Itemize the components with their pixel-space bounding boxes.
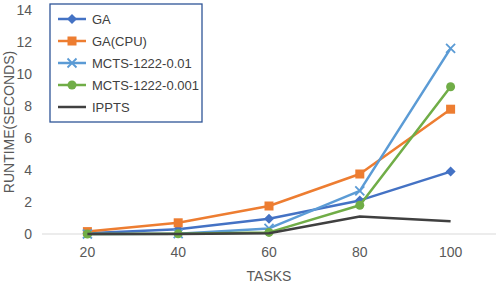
point-marker — [355, 170, 364, 179]
legend-label: MCTS-1222-0.01 — [92, 56, 192, 71]
legend: GA GA(CPU) MCTS-1222-0.01 MCTS-1222-0.001 IP… — [50, 4, 202, 122]
x-axis-title: TASKS — [247, 268, 292, 284]
series-line — [87, 109, 450, 231]
y-tick-label: 10 — [16, 66, 32, 82]
y-tick-label: 12 — [16, 34, 32, 50]
point-marker — [265, 202, 274, 211]
y-tick-label: 14 — [16, 2, 32, 18]
legend-label: MCTS-1222-0.001 — [92, 78, 199, 93]
x-tick-label: 100 — [439, 244, 463, 260]
point-marker — [446, 167, 456, 177]
legend-box — [50, 4, 202, 122]
x-tick-label: 20 — [80, 244, 96, 260]
series-line — [87, 216, 450, 234]
legend-label: GA(CPU) — [92, 34, 147, 49]
y-tick-label: 2 — [24, 194, 32, 210]
x-tick-label: 80 — [352, 244, 368, 260]
y-tick-label: 4 — [24, 162, 32, 178]
chart-svg: 0 2 4 6 8 10 12 14 20 40 60 80 100 TASKS RUNTIME(SECON… — [0, 0, 500, 286]
point-marker — [355, 186, 364, 195]
legend-line — [58, 106, 86, 109]
legend-marker — [68, 59, 77, 68]
point-marker — [446, 105, 455, 114]
y-tick-label: 6 — [24, 130, 32, 146]
point-marker — [355, 201, 364, 210]
series-line — [87, 172, 450, 234]
legend-label: IPPTS — [92, 100, 130, 115]
y-axis-title: RUNTIME(SECONDS) — [1, 51, 17, 193]
point-marker — [174, 218, 183, 227]
legend-marker — [68, 37, 77, 46]
y-tick-label: 8 — [24, 98, 32, 114]
y-tick-label: 0 — [24, 226, 32, 242]
legend-marker — [67, 14, 77, 24]
x-tick-label: 40 — [170, 244, 186, 260]
x-tick-label: 60 — [261, 244, 277, 260]
point-marker — [264, 214, 274, 224]
chart-container: 0 2 4 6 8 10 12 14 20 40 60 80 100 TASKS RUNTIME(SECON… — [0, 0, 500, 286]
legend-label: GA — [92, 12, 111, 27]
point-marker — [446, 44, 455, 53]
point-marker — [446, 82, 455, 91]
legend-marker — [68, 81, 77, 90]
